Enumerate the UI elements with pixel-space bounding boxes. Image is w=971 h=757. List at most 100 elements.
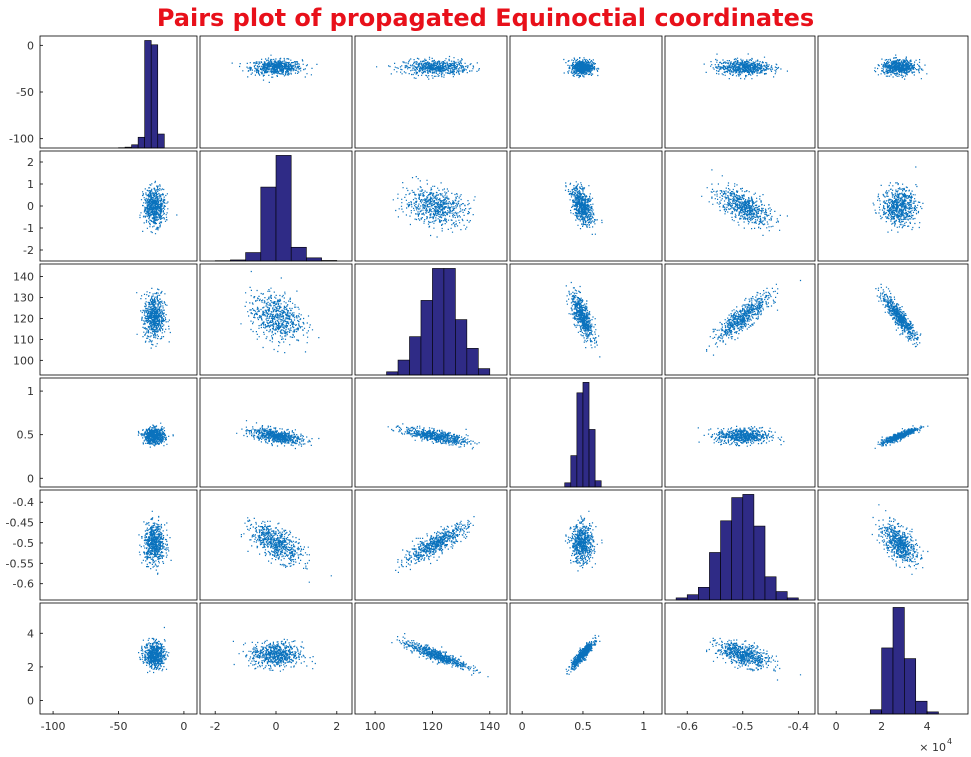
y-tick-label: 130 bbox=[13, 292, 34, 305]
histogram-bar bbox=[753, 525, 766, 601]
panel-2-1 bbox=[39, 150, 198, 262]
scatter-points bbox=[706, 279, 802, 356]
panel-background bbox=[665, 36, 815, 148]
histogram-bar bbox=[290, 246, 307, 262]
panel-background bbox=[510, 603, 662, 714]
panel-background bbox=[40, 151, 197, 261]
x-tick-label: 0 bbox=[273, 720, 280, 733]
scatter-points bbox=[872, 166, 924, 233]
scatter-points bbox=[703, 53, 788, 80]
y-tick-label: 2 bbox=[27, 156, 34, 169]
y-tick-label: 2 bbox=[27, 661, 34, 674]
panel-6-5 bbox=[664, 602, 816, 715]
scatter-points bbox=[391, 633, 489, 678]
histogram-bar bbox=[731, 497, 744, 601]
histogram-bar bbox=[594, 480, 602, 488]
scatter-points bbox=[871, 504, 929, 575]
x-tick-label: 1 bbox=[640, 720, 647, 733]
histogram-bar bbox=[420, 300, 433, 376]
panel-background bbox=[355, 36, 507, 148]
panel-frame bbox=[817, 263, 969, 376]
histogram-bar bbox=[881, 647, 894, 715]
histogram-bar bbox=[904, 658, 917, 715]
y-tick-label: -2 bbox=[23, 244, 34, 257]
panel-5-4 bbox=[509, 489, 663, 601]
histogram-bar bbox=[275, 155, 292, 262]
scatter-points bbox=[136, 287, 171, 349]
scatter-points bbox=[231, 54, 318, 83]
x-tick-label: 0 bbox=[519, 720, 526, 733]
scatter-points bbox=[564, 181, 603, 235]
panel-1-4 bbox=[509, 35, 663, 149]
histogram-bar bbox=[775, 591, 788, 601]
histogram-bar bbox=[915, 700, 928, 715]
panel-3-1 bbox=[39, 263, 198, 376]
panel-2-6 bbox=[817, 150, 969, 262]
panel-frame bbox=[39, 377, 198, 488]
y-tick-label: -0.5 bbox=[13, 537, 34, 550]
scatter-points bbox=[232, 638, 316, 672]
panel-6-1 bbox=[39, 602, 198, 715]
panel-frame bbox=[39, 263, 198, 376]
panel-3-6 bbox=[817, 263, 969, 376]
y-tick-label: 0 bbox=[27, 39, 34, 52]
x-tick-label: 140 bbox=[479, 720, 500, 733]
panel-frame bbox=[509, 602, 663, 715]
panel-4-5 bbox=[664, 377, 816, 488]
x-tick-label: 0 bbox=[180, 720, 187, 733]
scatter-points bbox=[875, 283, 922, 348]
histogram-bar bbox=[742, 494, 755, 601]
scatter-points bbox=[697, 425, 785, 447]
scatter-points bbox=[138, 510, 172, 575]
panel-background bbox=[40, 378, 197, 487]
panel-frame bbox=[817, 602, 969, 715]
panel-frame bbox=[509, 377, 663, 488]
histogram-bar bbox=[576, 392, 584, 488]
panel-frame bbox=[817, 489, 969, 601]
histogram-bar bbox=[698, 587, 710, 601]
y-tick-label: -1 bbox=[23, 222, 34, 235]
panel-3-5 bbox=[664, 263, 816, 376]
histogram-bar bbox=[709, 552, 721, 601]
scatter-points bbox=[236, 420, 320, 450]
panel-6-2 bbox=[199, 602, 353, 715]
panel-background bbox=[40, 36, 197, 148]
scatter-points bbox=[395, 516, 475, 573]
panel-1-1 bbox=[39, 35, 198, 149]
panel-frame bbox=[509, 35, 663, 149]
x-tick-label: -0.4 bbox=[788, 720, 809, 733]
scatter-points bbox=[874, 54, 928, 80]
histogram-bar bbox=[564, 482, 572, 488]
histogram-bar bbox=[478, 368, 491, 376]
panel-2-3 bbox=[354, 150, 508, 262]
y-tick-label: -0.45 bbox=[6, 517, 34, 530]
x-tick-label: 4 bbox=[924, 720, 931, 733]
histogram-bar bbox=[144, 40, 152, 149]
histogram-bar bbox=[582, 382, 590, 488]
histogram-bar bbox=[588, 429, 596, 488]
panel-5-2 bbox=[199, 489, 353, 601]
scatter-points bbox=[387, 423, 480, 450]
panel-frame bbox=[199, 263, 353, 376]
panel-frame bbox=[354, 602, 508, 715]
histogram-bar bbox=[150, 44, 159, 149]
panel-frame bbox=[664, 263, 816, 376]
panel-frame bbox=[817, 35, 969, 149]
x-tick-label: 120 bbox=[422, 720, 443, 733]
panel-frame bbox=[664, 489, 816, 601]
scatter-points bbox=[563, 57, 600, 79]
scatter-points bbox=[240, 517, 332, 583]
panel-4-2 bbox=[199, 377, 353, 488]
panel-4-6 bbox=[817, 377, 969, 488]
histogram-bar bbox=[131, 144, 139, 149]
x-exponent-label: × 10 bbox=[919, 741, 946, 754]
scatter-points bbox=[139, 180, 178, 235]
scatter-points bbox=[564, 510, 603, 572]
y-tick-label: 0 bbox=[27, 695, 34, 708]
histogram-bar bbox=[455, 319, 468, 376]
y-tick-label: 4 bbox=[27, 627, 34, 640]
panel-background bbox=[200, 36, 352, 148]
panel-background bbox=[510, 36, 662, 148]
y-tick-label: 0.5 bbox=[17, 429, 35, 442]
